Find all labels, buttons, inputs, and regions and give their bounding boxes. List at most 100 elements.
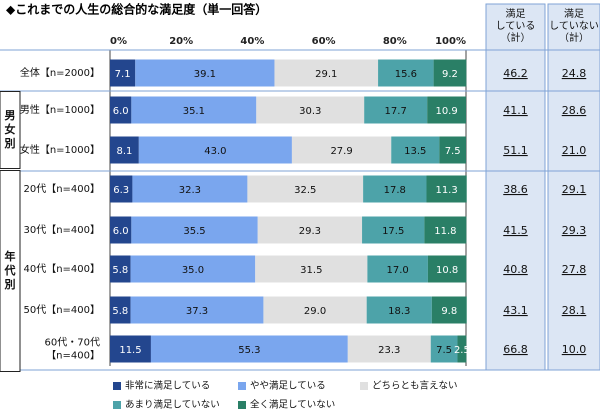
legend-label: あまり満足していない <box>125 400 220 411</box>
row-label: 【n=400】 <box>46 350 100 362</box>
group-label-char: 年 <box>5 249 16 263</box>
segment-value-label: 6.3 <box>113 185 129 196</box>
segment-value-label: 9.2 <box>442 69 458 80</box>
segment-value-label: 43.0 <box>204 146 226 157</box>
segment-value-label: 7.5 <box>436 345 452 356</box>
bar-segment <box>132 175 248 203</box>
segment-value-label: 35.1 <box>183 106 205 117</box>
bar-segment <box>255 255 368 283</box>
bar-segment <box>367 255 428 283</box>
bar-segment <box>378 59 434 87</box>
group-label-char: 女 <box>5 122 16 136</box>
segment-value-label: 39.1 <box>194 69 216 80</box>
group-label-char: 別 <box>4 136 16 150</box>
segment-value-label: 17.7 <box>385 106 407 117</box>
summary-value: 40.8 <box>503 263 528 276</box>
segment-value-label: 17.8 <box>384 185 406 196</box>
bar-segment <box>135 59 275 87</box>
x-tick-label: 40% <box>240 36 264 47</box>
summary-value: 21.0 <box>562 144 587 157</box>
summary-column-header: 満足 <box>564 8 584 20</box>
segment-value-label: 32.3 <box>179 185 201 196</box>
group-box <box>0 170 21 372</box>
bar-segment <box>427 96 466 124</box>
segment-value-label: 9.8 <box>441 306 457 317</box>
bar-segment <box>424 216 467 244</box>
segment-value-label: 10.8 <box>436 265 458 276</box>
legend-label: 全く満足していない <box>250 399 335 411</box>
bar-segment <box>263 296 367 324</box>
bar-segment <box>110 216 132 244</box>
bar-segment <box>431 296 467 324</box>
summary-value: 10.0 <box>562 343 587 356</box>
segment-value-label: 35.5 <box>183 226 205 237</box>
bar-segment <box>274 59 379 87</box>
summary-value: 29.3 <box>562 224 587 237</box>
legend-swatch <box>113 401 121 409</box>
bar-segment <box>363 175 427 203</box>
segment-value-label: 35.0 <box>182 265 204 276</box>
bar-segment <box>391 136 440 164</box>
group-box <box>0 91 21 169</box>
summary-value: 29.1 <box>562 183 587 196</box>
summary-column-header: 満足 <box>506 8 526 20</box>
row-label: 40代【n=400】 <box>23 263 100 275</box>
bar-segment <box>110 255 131 283</box>
row-label: 30代【n=400】 <box>23 224 100 236</box>
segment-value-label: 5.8 <box>112 265 128 276</box>
bar-segment <box>131 216 258 244</box>
segment-value-label: 11.5 <box>119 345 141 356</box>
row-label: 50代【n=400】 <box>23 304 100 316</box>
bar-segment <box>364 96 428 124</box>
summary-column-header: （計） <box>501 31 531 44</box>
summary-value: 51.1 <box>503 144 528 157</box>
legend-label: どちらとも言えない <box>372 380 458 392</box>
segment-value-label: 7.5 <box>445 146 461 157</box>
bar-segment <box>430 335 458 363</box>
bar-segment <box>110 296 131 324</box>
bar-segment <box>131 96 257 124</box>
x-tick-label: 100% <box>435 36 466 47</box>
legend-swatch <box>113 382 121 390</box>
summary-column-2-panel <box>547 3 600 371</box>
bar-segment <box>426 175 467 203</box>
row-label: 20代【n=400】 <box>23 183 100 195</box>
summary-value: 38.6 <box>503 183 528 196</box>
summary-column-header: している <box>496 20 536 32</box>
segment-value-label: 29.1 <box>315 69 337 80</box>
summary-column-header: していない <box>549 20 599 32</box>
legend-swatch <box>238 401 246 409</box>
legend-label: やや満足している <box>250 381 326 392</box>
segment-value-label: 29.0 <box>304 306 326 317</box>
segment-value-label: 8.1 <box>116 146 132 157</box>
group-label-char: 男 <box>5 109 16 122</box>
summary-column-header: （計） <box>559 31 589 44</box>
segment-value-label: 10.9 <box>435 106 457 117</box>
summary-value: 28.1 <box>562 304 587 317</box>
segment-value-label: 31.5 <box>300 265 322 276</box>
segment-value-label: 7.1 <box>115 69 131 80</box>
summary-value: 41.5 <box>503 224 528 237</box>
segment-value-label: 11.8 <box>434 226 456 237</box>
summary-column-1-panel <box>485 3 546 371</box>
row-label: 全体【n=2000】 <box>20 66 100 79</box>
bar-segment <box>110 136 139 164</box>
row-label: 男性【n=1000】 <box>20 103 100 116</box>
segment-value-label: 15.6 <box>395 69 417 80</box>
segment-value-label: 29.3 <box>299 226 321 237</box>
bar-segment <box>130 296 264 324</box>
x-tick-label: 60% <box>312 36 336 47</box>
summary-value: 43.1 <box>503 304 528 317</box>
chart-title: ◆これまでの人生の総合的な満足度（単一回答） <box>6 2 267 17</box>
bar-segment <box>130 255 256 283</box>
bar-segment <box>457 335 467 363</box>
summary-value: 28.6 <box>562 104 587 117</box>
segment-value-label: 55.3 <box>238 345 260 356</box>
group-label-char: 代 <box>4 263 16 277</box>
bar-segment <box>291 136 392 164</box>
segment-value-label: 17.5 <box>382 226 404 237</box>
bar-segment <box>256 96 365 124</box>
group-label-char: 別 <box>4 277 16 291</box>
segment-value-label: 37.3 <box>186 306 208 317</box>
